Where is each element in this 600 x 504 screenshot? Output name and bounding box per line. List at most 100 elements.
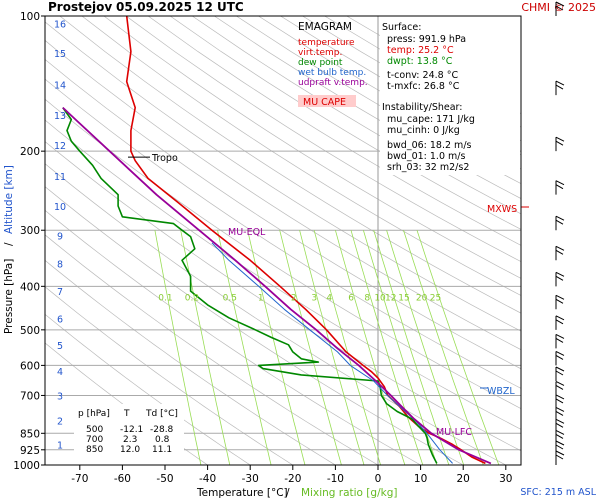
tropo-label: Tropo: [151, 153, 178, 164]
altitude-tick-label: 10: [54, 202, 66, 213]
wind-barb-flag: [556, 250, 563, 254]
table-header-p: p [hPa]: [78, 409, 110, 419]
x-tick-label: -30: [242, 473, 259, 485]
y-axis-title: Pressure [hPa]: [3, 259, 15, 334]
wind-barb-flag: [556, 455, 563, 459]
x-tick-label: -50: [156, 473, 173, 485]
table-row-td: 11.1: [152, 445, 172, 455]
wind-barb-flag: [556, 276, 563, 280]
mxws-label: MXWS: [487, 204, 517, 215]
wind-barb-flag: [556, 299, 563, 303]
legend-title: EMAGRAM: [298, 21, 352, 33]
wind-barb: [556, 181, 564, 195]
altitude-tick-label: 8: [57, 260, 63, 271]
wind-barb-flag: [556, 85, 563, 89]
wind-barb-flag: [556, 272, 564, 276]
wind-barb-flag: [556, 185, 563, 189]
legend-mu-cape: MU CAPE: [303, 97, 346, 108]
x-tick-label: 0: [375, 473, 382, 485]
legend-dew-point: dew point: [298, 58, 343, 68]
table-row-td: 0.8: [155, 435, 170, 445]
mixing-ratio-label: 12: [385, 293, 396, 303]
wind-barb-flag: [556, 423, 563, 427]
altitude-tick-label: 2: [57, 416, 63, 427]
mixing-ratio-label: 8: [364, 293, 370, 303]
table-row-td: -28.8: [150, 425, 174, 435]
inst-mu-cinh: mu_cinh: 0 J/kg: [387, 125, 460, 136]
wind-barb-flag: [556, 430, 564, 434]
table-row-t: -12.1: [120, 425, 143, 435]
wind-barb-flag: [556, 399, 563, 403]
altitude-tick-label: 9: [57, 231, 63, 242]
wind-barb-flag: [556, 81, 564, 85]
mixing-ratio-label: 0.1: [158, 293, 172, 303]
y-tick-label: 100: [20, 11, 40, 23]
mixing-ratio-label: 3: [311, 293, 317, 303]
y-tick-label: 850: [20, 428, 40, 440]
wbzl-label: WBZL: [487, 386, 515, 397]
wind-barb-flag: [556, 334, 564, 338]
x-axis-title: Temperature [°C]: [196, 487, 288, 499]
x-axis-separator: /: [286, 487, 290, 499]
legend-updraft: udpraft v.temp.: [298, 78, 368, 88]
altitude-tick-label: 15: [54, 49, 66, 60]
surface-title: Surface:: [382, 22, 421, 33]
legend-temperature: temperature: [298, 38, 355, 48]
altitude-tick-label: 3: [57, 392, 63, 403]
wind-barb-flag: [556, 434, 563, 438]
table-row-p: 700: [86, 435, 103, 445]
wind-barb-flag: [556, 381, 564, 385]
wind-barb: [556, 430, 564, 444]
sfc-label: SFC: 215 m ASL: [520, 487, 596, 498]
wind-barb-flag: [556, 220, 563, 224]
y-axis-title-group: Pressure [hPa] / Altitude [km]: [3, 165, 15, 334]
mixing-ratio-label: 0.5: [223, 293, 237, 303]
wind-barb: [556, 334, 564, 348]
table-header-td: Td [°C]: [145, 409, 178, 419]
mixing-ratio-label: 4: [326, 293, 332, 303]
wind-barb: [556, 295, 564, 309]
x-tick-label: 10: [414, 473, 427, 485]
wind-barb-flag: [556, 441, 564, 445]
y-tick-label: 600: [20, 360, 40, 372]
wind-barb-flag: [556, 385, 563, 389]
mu-eql-label: MU-EQL: [228, 227, 266, 238]
wind-barb-flag: [556, 246, 564, 250]
wind-barb-flag: [556, 419, 564, 423]
x-tick-label: -60: [114, 473, 131, 485]
altitude-tick-label: 4: [57, 367, 63, 378]
y-axis-alt-title: Altitude [km]: [3, 165, 15, 234]
wind-barb-flag: [556, 445, 563, 449]
wind-barb: [556, 351, 564, 365]
wind-barb-flag: [556, 137, 564, 141]
station-title: Prostejov: [48, 0, 112, 14]
wind-barb-flag: [556, 141, 563, 145]
x-tick-label: -40: [199, 473, 216, 485]
mixing-ratio-label: 1: [258, 293, 264, 303]
wind-barb: [556, 395, 564, 409]
y-tick-label: 700: [20, 390, 40, 402]
y-tick-label: 500: [20, 325, 40, 337]
x-tick-label: 30: [499, 473, 512, 485]
altitude-tick-label: 13: [54, 111, 66, 122]
mixing-ratio-label: 6: [348, 293, 354, 303]
legend-virt-temp: virt.temp.: [298, 48, 342, 58]
table-header-t: T: [123, 409, 130, 419]
legend-wet-bulb: wet bulb temp.: [298, 68, 366, 78]
y-tick-label: 200: [20, 146, 40, 158]
wind-barb-flag: [556, 338, 563, 342]
x-tick-label: -20: [284, 473, 301, 485]
wind-barb: [556, 451, 564, 465]
x-axis-mix-title: Mixing ratio [g/kg]: [301, 487, 397, 499]
wind-barb-flag: [556, 181, 564, 185]
x-tick-label: 20: [457, 473, 470, 485]
y-tick-label: 1000: [13, 460, 40, 472]
inst-mu-cape: mu_cape: 171 J/kg: [387, 114, 475, 125]
mixing-ratio-label: 0.2: [185, 293, 199, 303]
y-tick-label: 400: [20, 281, 40, 293]
wind-barb-flag: [556, 316, 564, 320]
wind-barb-flag: [556, 451, 564, 455]
wind-barb: [556, 367, 564, 381]
datetime-title: 05.09.2025 12 UTC: [116, 0, 244, 14]
